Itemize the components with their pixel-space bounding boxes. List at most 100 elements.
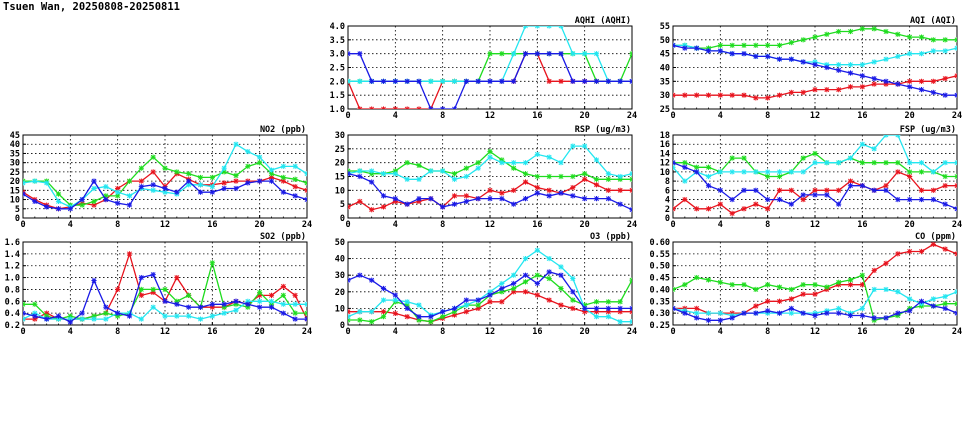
x-tick-label: 4 xyxy=(393,220,398,230)
y-tick-label: 15 xyxy=(335,173,345,183)
data-point xyxy=(357,78,363,84)
x-tick-label: 4 xyxy=(718,111,723,121)
y-tick-label: 0.35 xyxy=(650,297,670,307)
data-point xyxy=(918,34,925,40)
data-point xyxy=(546,78,552,84)
series-day4-line xyxy=(673,160,957,212)
data-point xyxy=(765,196,771,203)
series-day4-line xyxy=(348,51,632,109)
data-point xyxy=(907,296,913,302)
data-point xyxy=(348,314,351,320)
data-point xyxy=(812,87,818,93)
data-point xyxy=(705,48,712,54)
data-point xyxy=(673,286,676,293)
data-point xyxy=(392,292,398,298)
data-point xyxy=(930,303,936,309)
data-point xyxy=(558,51,564,57)
data-point xyxy=(369,168,375,174)
data-point xyxy=(162,165,168,171)
data-point xyxy=(126,193,133,199)
data-point xyxy=(357,309,363,315)
data-point xyxy=(357,173,363,180)
data-point xyxy=(673,305,676,311)
data-point xyxy=(546,193,552,199)
data-point xyxy=(221,301,227,307)
data-point xyxy=(292,310,298,316)
data-point xyxy=(534,190,540,196)
data-point xyxy=(930,89,936,95)
data-point xyxy=(79,202,85,208)
x-tick-label: 24 xyxy=(952,111,962,121)
x-tick-label: 24 xyxy=(302,327,312,337)
data-point xyxy=(954,37,957,43)
x-tick-label: 12 xyxy=(810,220,820,230)
data-point xyxy=(546,256,552,262)
x-tick-label: 12 xyxy=(810,327,820,337)
data-point xyxy=(304,180,307,186)
data-point xyxy=(233,178,239,184)
data-point xyxy=(954,301,957,307)
series-day4-line xyxy=(23,272,307,325)
data-point xyxy=(617,173,623,180)
x-tick-label: 8 xyxy=(440,327,445,337)
data-point xyxy=(629,305,632,311)
data-point xyxy=(871,315,877,321)
data-point xyxy=(304,301,307,307)
data-point xyxy=(209,184,215,190)
y-tick-label: 0.8 xyxy=(5,285,20,295)
y-tick-label: 10 xyxy=(660,168,670,178)
data-point xyxy=(440,309,446,315)
data-point xyxy=(369,309,375,315)
x-tick-label: 12 xyxy=(160,220,170,230)
data-point xyxy=(883,160,889,166)
data-point xyxy=(895,169,901,175)
data-point xyxy=(197,189,204,195)
data-point xyxy=(357,272,363,278)
data-point xyxy=(705,92,712,98)
data-point xyxy=(369,106,375,109)
data-point xyxy=(463,302,469,308)
x-tick-label: 16 xyxy=(857,220,867,230)
x-tick-label: 24 xyxy=(302,220,312,230)
data-point xyxy=(717,48,723,54)
data-point xyxy=(511,78,517,84)
data-point xyxy=(836,279,842,285)
data-point xyxy=(487,51,493,57)
data-point xyxy=(895,289,901,295)
data-point xyxy=(847,84,854,90)
data-point xyxy=(440,314,446,320)
y-tick-label: 1.0 xyxy=(5,274,20,284)
data-point xyxy=(209,260,215,266)
data-point xyxy=(800,192,806,198)
data-point xyxy=(593,182,600,188)
data-point xyxy=(824,192,830,198)
data-point xyxy=(67,206,73,212)
page-title: Tsuen Wan, 20250808-20250811 xyxy=(3,1,181,13)
data-point xyxy=(280,189,286,195)
data-point xyxy=(705,164,712,170)
data-point xyxy=(800,155,806,161)
data-point xyxy=(847,183,854,189)
data-point xyxy=(91,277,97,284)
data-point xyxy=(942,173,948,180)
data-point xyxy=(741,42,747,48)
data-point xyxy=(895,196,901,203)
data-point xyxy=(812,282,818,288)
data-point xyxy=(44,204,50,210)
data-point xyxy=(629,277,632,283)
data-point xyxy=(268,292,275,298)
x-tick-label: 16 xyxy=(857,111,867,121)
data-point xyxy=(404,106,410,109)
data-point xyxy=(824,160,830,166)
aqhi-panel: 1.0 1.5 2.0 2.5 3.0 3.5 4.0 0 4 8 12 16 20 24 AQHI (AQ… xyxy=(330,16,637,121)
data-point xyxy=(776,310,783,316)
data-point xyxy=(221,180,227,186)
y-tick-label: 50 xyxy=(335,238,345,248)
data-point xyxy=(416,176,422,182)
data-point xyxy=(629,78,632,84)
data-point xyxy=(729,155,735,161)
data-point xyxy=(357,198,363,204)
data-point xyxy=(570,143,576,149)
